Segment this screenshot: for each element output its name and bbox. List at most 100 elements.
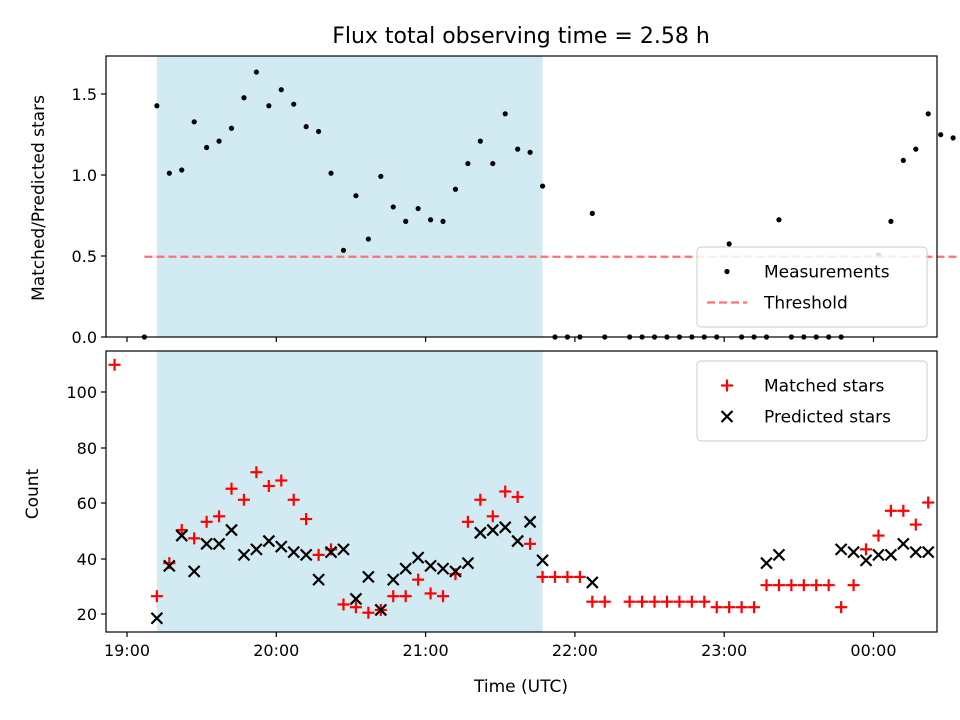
bottom-panel-series-predicted-stars-point	[586, 576, 599, 589]
bottom-panel-series-matched-stars-point	[673, 595, 686, 608]
bottom-panel-series-matched-stars-point	[586, 595, 599, 608]
bottom-panel-series-predicted-stars-point-b	[312, 573, 325, 586]
bottom-panel-series-predicted-stars-point-b	[324, 545, 338, 559]
bottom-panel-series-predicted-stars-point	[772, 548, 786, 562]
bottom-panel-series-matched-stars-point	[287, 493, 300, 506]
bottom-panel-series-predicted-stars-point	[175, 529, 189, 542]
bottom-panel-series-matched-stars-point	[188, 532, 201, 545]
bottom-panel-series-matched-stars-point	[511, 491, 524, 504]
bottom-panel-series-predicted-stars-point-b	[349, 592, 363, 606]
bottom-panel-series-matched-stars-point	[909, 518, 922, 531]
bottom-panel-series-predicted-stars-point-b	[474, 526, 487, 540]
top-panel-series-measurements-point	[353, 193, 359, 199]
top-panel-series-measurements-point	[241, 95, 247, 101]
top-panel-frame	[105, 55, 938, 338]
bottom-panel-series-matched-stars-point	[760, 579, 773, 592]
bottom-panel-series-predicted-stars-point	[312, 573, 325, 586]
top-panel-series-measurements-point	[465, 160, 471, 167]
bottom-panel-series-predicted-stars-point	[262, 534, 276, 548]
bottom-panel-legend-label-1: Predicted stars	[764, 408, 891, 428]
top-panel-legend-label-1: Threshold	[763, 294, 848, 314]
x-tick-label: 00:00	[850, 641, 896, 660]
bottom-panel-series-predicted-stars-point-b	[150, 611, 164, 625]
bottom-panel-series-predicted-stars-point	[847, 545, 860, 559]
bottom-panel-series-matched-stars-point	[822, 579, 835, 592]
bottom-panel-series-predicted-stars-point-b	[175, 529, 189, 542]
top-panel-y-tick-label: 0.5	[72, 247, 97, 266]
bottom-panel-series-predicted-stars-point-b	[374, 603, 388, 617]
bottom-panel-series-predicted-stars-point-b	[909, 545, 923, 559]
bottom-panel-series-matched-stars-point	[710, 601, 723, 614]
bottom-panel-frame	[105, 350, 938, 633]
bottom-panel-observing-window	[156, 351, 543, 632]
bottom-panel-series-predicted-stars-point	[859, 554, 873, 567]
x-tick-label: 22:00	[552, 641, 598, 660]
bottom-panel-series-predicted-stars-point-b	[299, 548, 313, 562]
bottom-panel-series-predicted-stars-point-b	[523, 515, 537, 529]
bottom-panel-series-predicted-stars-point	[374, 603, 388, 617]
top-panel-series-measurements-point	[179, 167, 185, 173]
bottom-panel-series-predicted-stars-point	[212, 537, 226, 551]
bottom-panel-series-predicted-stars-point-b	[921, 545, 935, 559]
top-panel-series-measurements-point	[913, 146, 919, 152]
top-panel-series-measurements-point	[938, 132, 944, 138]
bottom-panel-series-predicted-stars-point	[411, 551, 425, 564]
top-panel-series-measurements-point	[452, 186, 459, 192]
bottom-panel-series-predicted-stars-point	[474, 526, 487, 540]
bottom-panel-series-predicted-stars-point-b	[362, 570, 375, 584]
bottom-panel-series-matched-stars-point	[412, 573, 425, 586]
bottom-panel-series-matched-stars-point	[461, 515, 474, 528]
top-panel-series-measurements-point	[340, 247, 347, 253]
top-panel-series-measurements-point	[378, 173, 384, 180]
bottom-panel-series-predicted-stars-point	[909, 545, 923, 559]
bottom-panel-series-predicted-stars-point	[237, 548, 251, 562]
bottom-panel-series-matched-stars-point	[897, 504, 910, 517]
bottom-panel-series-predicted-stars-point-b	[237, 548, 251, 562]
top-panel-series-measurements-point	[403, 218, 409, 224]
bottom-panel-series-predicted-stars-point-b	[386, 573, 400, 586]
bottom-panel-series-predicted-stars-point	[163, 559, 176, 573]
bottom-panel-series-matched-stars-point	[685, 595, 698, 608]
x-tick-label: 20:00	[253, 641, 299, 660]
bottom-panel-series-matched-stars-point	[772, 579, 785, 592]
bottom-panel-series-matched-stars-point	[387, 590, 400, 603]
bottom-panel-series-predicted-stars-point-b	[250, 543, 263, 556]
bottom-panel-series-matched-stars-point	[362, 606, 375, 619]
top-panel-series-measurements-point	[166, 170, 172, 176]
plot-layer: 0.0 0.5 1.0 1.5 Measurements Threshold 20 40 60 8…	[66, 55, 960, 660]
bottom-panel-series-matched-stars-point	[573, 570, 586, 583]
top-panel-legend-box	[696, 246, 928, 328]
bottom-panel: 20 40 60 80 100 19:00 20:00 21:00 22:00 23:00 00:0…	[66, 350, 938, 660]
bottom-panel-series-predicted-stars-point-b	[225, 523, 238, 537]
bottom-panel-series-predicted-stars-point-b	[536, 554, 549, 567]
bottom-panel-series-predicted-stars-point	[324, 545, 338, 559]
bottom-panel-series-matched-stars-point	[108, 358, 121, 371]
bottom-panel-series-matched-stars-point	[337, 598, 350, 611]
bottom-panel-series-predicted-stars-point	[150, 611, 164, 625]
bottom-panel-y-tick-label: 60	[77, 494, 97, 513]
bottom-panel-series-matched-stars-point	[300, 513, 313, 526]
bottom-panel-series-predicted-stars-point-b	[897, 537, 910, 551]
bottom-panel-y-tick-label: 100	[66, 383, 97, 402]
bottom-panel-series-predicted-stars-point-b	[411, 551, 425, 564]
bottom-panel-series-predicted-stars-point	[449, 565, 462, 578]
bottom-panel-series-matched-stars-point	[748, 601, 761, 614]
x-tick-label: 19:00	[104, 641, 150, 660]
bottom-panel-series-matched-stars-point	[349, 601, 362, 614]
top-panel-series-measurements-point	[191, 119, 197, 125]
bottom-panel-series-predicted-stars-point	[386, 573, 400, 586]
bottom-panel-series-predicted-stars-point-b	[287, 545, 300, 559]
bottom-panel-series-predicted-stars-point-b	[274, 540, 288, 553]
bottom-panel-series-matched-stars-point	[723, 601, 736, 614]
x-tick-label: 21:00	[403, 641, 449, 660]
x-tick-label: 23:00	[701, 641, 747, 660]
top-panel-series-measurements-point	[315, 128, 322, 135]
top-panel-series-measurements-point	[427, 217, 434, 223]
top-panel-series-measurements-point	[253, 69, 259, 75]
bottom-panel-series-matched-stars-point	[872, 529, 885, 542]
bottom-panel-series-predicted-stars-point-b	[337, 543, 350, 556]
bottom-panel-series-matched-stars-point	[225, 482, 238, 495]
top-y-axis-label: Matched/Predicted stars	[29, 95, 49, 301]
bottom-panel-series-predicted-stars-point	[299, 548, 313, 562]
